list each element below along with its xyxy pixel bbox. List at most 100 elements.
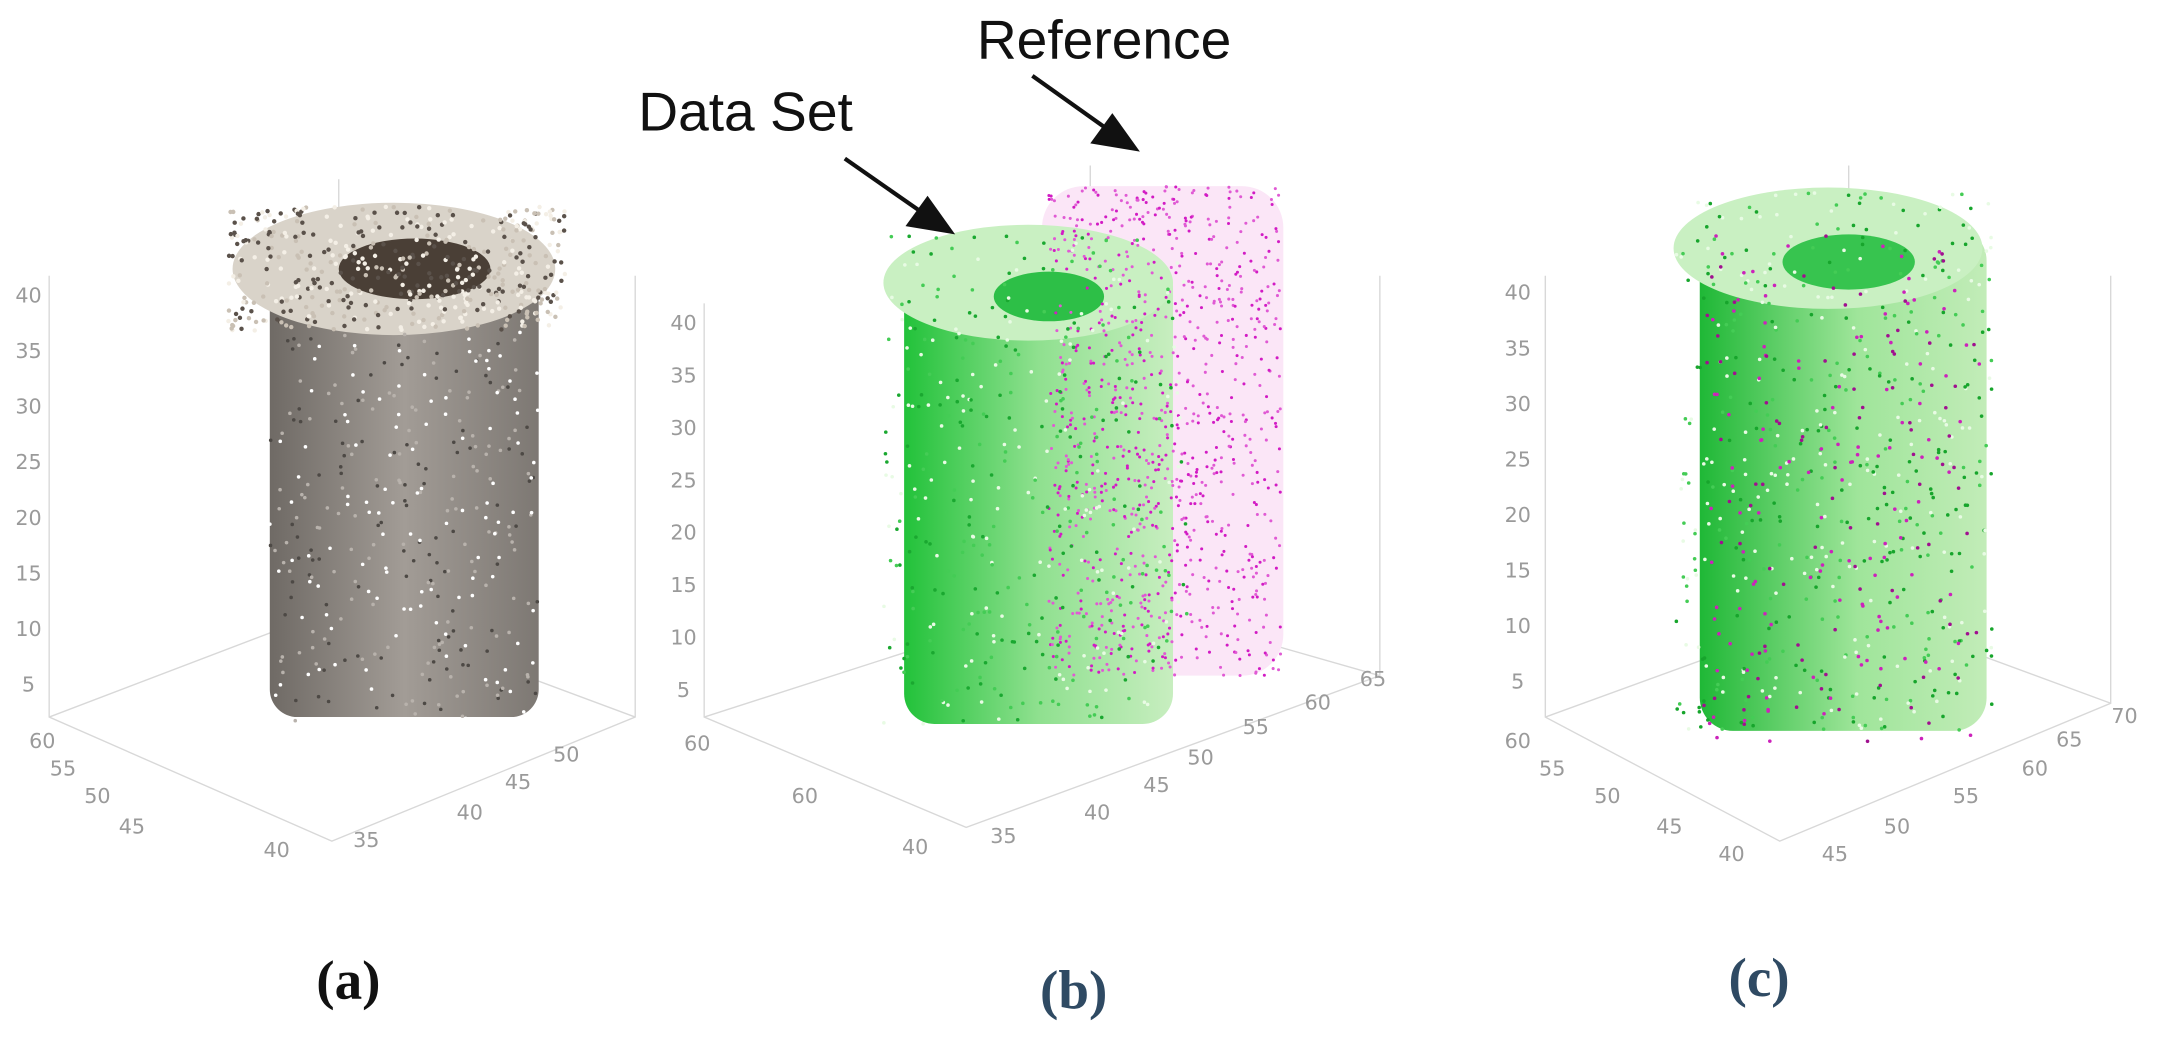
point — [273, 548, 277, 553]
point — [1989, 387, 1994, 391]
point — [1104, 645, 1108, 649]
point — [1185, 532, 1189, 536]
point — [1210, 519, 1215, 523]
point — [1152, 480, 1156, 484]
point — [1055, 529, 1059, 533]
point — [360, 439, 364, 444]
point — [1910, 546, 1915, 550]
point — [1753, 549, 1757, 554]
point — [976, 257, 980, 261]
point — [435, 294, 440, 299]
point — [980, 553, 984, 557]
point — [1699, 725, 1703, 729]
point — [1214, 566, 1218, 570]
point — [1741, 670, 1746, 674]
point — [333, 383, 337, 387]
point — [512, 338, 517, 342]
point — [1175, 200, 1179, 204]
point — [952, 574, 957, 578]
point — [520, 452, 525, 456]
point — [1097, 670, 1101, 674]
point — [347, 720, 352, 725]
point — [1099, 490, 1103, 494]
point — [1072, 243, 1076, 247]
point — [1111, 598, 1115, 602]
point — [1875, 464, 1879, 469]
point — [946, 395, 950, 400]
point — [982, 610, 987, 615]
point — [890, 474, 894, 479]
point — [1823, 514, 1827, 519]
point — [400, 282, 405, 288]
point — [1278, 490, 1282, 494]
point — [466, 244, 472, 250]
point — [317, 344, 322, 349]
point — [419, 589, 424, 594]
point — [1157, 575, 1161, 579]
point — [504, 317, 510, 323]
point — [556, 242, 561, 248]
point — [922, 337, 927, 342]
point — [1957, 678, 1962, 683]
point — [1158, 560, 1162, 564]
point — [531, 298, 537, 303]
point — [1711, 715, 1716, 719]
point — [513, 209, 518, 214]
point — [1143, 625, 1147, 630]
point — [348, 300, 354, 306]
point — [1002, 442, 1007, 447]
point — [921, 722, 925, 726]
point — [1205, 392, 1209, 396]
point — [1105, 662, 1109, 666]
point — [1269, 197, 1273, 202]
point — [1194, 470, 1198, 474]
point — [1115, 410, 1119, 414]
point — [1269, 519, 1273, 523]
point — [1153, 555, 1157, 559]
point — [1950, 659, 1955, 664]
point — [1710, 275, 1714, 279]
point — [405, 217, 410, 222]
point — [1192, 528, 1196, 532]
point — [362, 261, 367, 266]
point — [1705, 313, 1710, 318]
point — [399, 327, 404, 333]
point — [1679, 487, 1683, 491]
point — [416, 462, 421, 466]
point — [536, 288, 541, 293]
point — [510, 238, 515, 244]
point — [1715, 334, 1720, 338]
point — [1190, 620, 1194, 624]
point — [521, 284, 527, 289]
point — [1083, 186, 1088, 190]
point — [537, 204, 542, 210]
point — [1083, 257, 1087, 261]
point — [975, 632, 979, 636]
point — [1891, 549, 1896, 554]
point — [1144, 201, 1148, 205]
point — [510, 540, 514, 544]
point — [983, 660, 988, 665]
point — [1220, 304, 1224, 308]
point — [1055, 329, 1059, 333]
point — [516, 441, 520, 445]
point — [513, 397, 517, 401]
point — [1819, 515, 1824, 520]
point — [1048, 548, 1052, 552]
point — [1123, 678, 1128, 682]
point — [905, 444, 910, 448]
point — [311, 266, 317, 271]
point — [1982, 609, 1987, 614]
point — [506, 209, 511, 215]
point — [1728, 395, 1733, 400]
point — [382, 307, 387, 313]
point — [528, 227, 533, 232]
point — [473, 254, 479, 259]
point — [440, 292, 446, 298]
point — [1732, 309, 1736, 313]
point — [498, 354, 502, 358]
point — [339, 471, 344, 476]
point — [1798, 441, 1803, 446]
point — [1163, 611, 1168, 615]
point — [1823, 359, 1827, 363]
